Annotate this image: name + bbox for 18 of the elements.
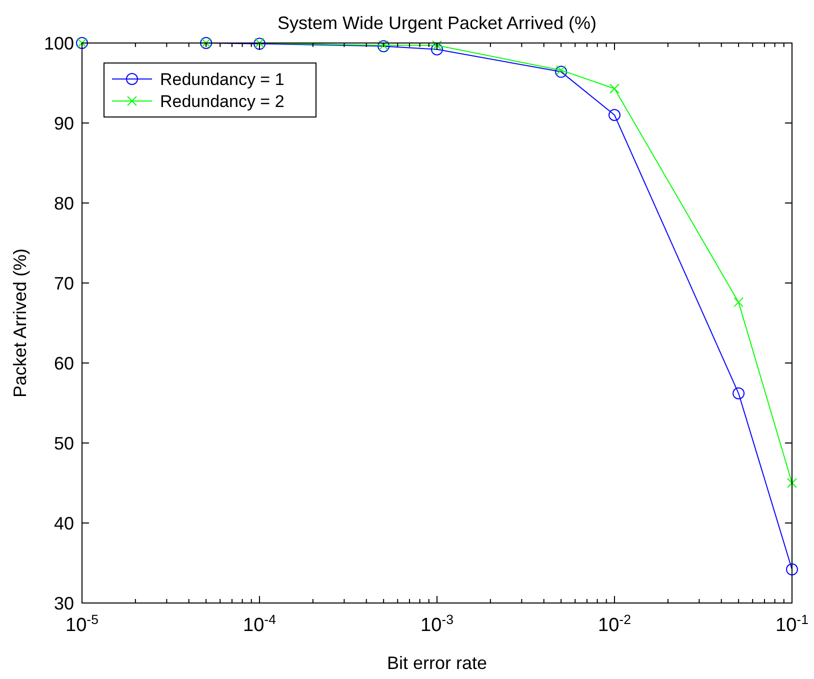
legend-label: Redundancy = 2 — [160, 92, 284, 111]
y-tick-label: 40 — [54, 513, 74, 534]
y-tick-label: 50 — [54, 433, 74, 454]
y-tick-label: 70 — [54, 273, 74, 294]
y-tick-label: 100 — [44, 33, 74, 54]
chart-title: System Wide Urgent Packet Arrived (%) — [277, 13, 597, 33]
x-tick-label: 10$^{-2}$ — [598, 612, 631, 636]
y-tick-label: 30 — [54, 593, 74, 614]
x-tick-label: 10$^{-1}$ — [776, 612, 808, 636]
x-tick-label: 10$^{-3}$ — [420, 612, 454, 636]
x-axis-title: Bit error rate — [386, 653, 488, 673]
legend-label: Redundancy = 1 — [160, 70, 284, 89]
x-tick-label: 10$^{-4}$ — [243, 612, 276, 636]
y-axis-title: Packet Arrived (%) — [10, 248, 30, 398]
y-tick-label: 80 — [54, 193, 74, 214]
y-tick-label: 60 — [54, 353, 74, 374]
y-tick-label: 90 — [54, 113, 74, 134]
x-tick-label: 10$^{-5}$ — [66, 612, 98, 636]
